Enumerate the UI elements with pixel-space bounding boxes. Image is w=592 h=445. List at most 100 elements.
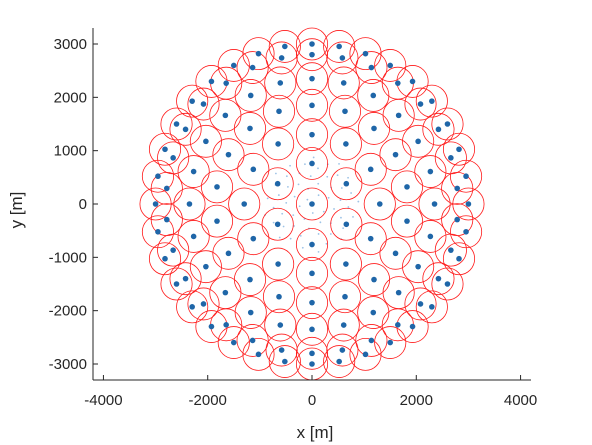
- coverage-circle: [295, 147, 329, 180]
- coverage-circle: [329, 247, 362, 281]
- faint-point: [299, 234, 302, 237]
- coverage-circle: [187, 287, 220, 321]
- data-point: [309, 75, 315, 82]
- data-point: [162, 255, 168, 262]
- faint-point: [312, 156, 315, 159]
- data-point: [395, 322, 401, 328]
- faint-point: [317, 233, 320, 235]
- faint-point: [287, 185, 289, 188]
- coverage-circle: [355, 51, 388, 84]
- coverage-circle: [354, 152, 387, 186]
- coverage-circle: [326, 41, 359, 75]
- coverage-circle: [264, 308, 297, 342]
- coverage-circle: [442, 132, 476, 166]
- data-point: [200, 301, 207, 307]
- data-point: [370, 309, 377, 316]
- data-point: [282, 43, 288, 50]
- coverage-circle: [450, 215, 483, 249]
- data-point: [155, 228, 161, 235]
- coverage-circle: [402, 250, 435, 284]
- faint-point: [342, 227, 345, 230]
- data-point: [189, 304, 195, 310]
- data-point: [404, 184, 410, 190]
- faint-point: [322, 210, 325, 213]
- coverage-circle: [177, 155, 210, 188]
- data-point: [163, 216, 170, 223]
- data-point: [409, 78, 416, 85]
- coverage-circle: [187, 87, 220, 121]
- coverage-circle: [330, 167, 363, 201]
- data-point: [368, 64, 375, 71]
- data-point: [190, 233, 197, 240]
- coverage-circle: [295, 38, 329, 72]
- data-point: [255, 351, 262, 358]
- data-point: [230, 339, 237, 346]
- data-point: [309, 102, 315, 109]
- data-point: [309, 131, 315, 138]
- coverage-circle: [422, 112, 455, 146]
- faint-point: [333, 208, 335, 210]
- data-point: [309, 160, 315, 167]
- faint-point: [340, 187, 343, 189]
- data-point: [309, 326, 315, 333]
- faint-point: [352, 216, 354, 218]
- coverage-circle: [148, 132, 182, 166]
- faint-point: [317, 194, 320, 197]
- coverage-circle: [295, 27, 329, 61]
- faint-point: [317, 182, 320, 185]
- data-point: [249, 337, 256, 344]
- faint-point: [272, 206, 275, 209]
- coverage-circle: [262, 94, 296, 128]
- data-point: [387, 62, 394, 69]
- coverage-circle: [242, 37, 275, 71]
- faint-point: [277, 194, 280, 196]
- data-point: [465, 201, 472, 207]
- coverage-circle: [374, 49, 407, 82]
- data-point: [371, 276, 377, 283]
- coverage-circle: [357, 79, 390, 112]
- coverage-circle: [328, 280, 362, 314]
- y-tick-label: -3000: [49, 356, 87, 373]
- coverage-circle: [148, 242, 182, 276]
- data-point: [274, 221, 281, 228]
- faint-point: [289, 237, 292, 240]
- data-point: [182, 126, 189, 133]
- data-point: [463, 228, 469, 235]
- coverage-circle: [236, 324, 269, 357]
- data-point: [247, 309, 254, 316]
- data-point: [370, 92, 377, 99]
- coverage-circle: [295, 336, 329, 370]
- data-point: [429, 304, 435, 310]
- data-point: [276, 293, 282, 300]
- y-tick-label: -2000: [49, 303, 87, 320]
- coverage-circle: [262, 127, 295, 161]
- data-point: [249, 64, 256, 71]
- coverage-circle: [414, 220, 447, 253]
- coverage-circle: [390, 204, 424, 238]
- data-point: [404, 218, 410, 224]
- coverage-circle: [139, 187, 172, 221]
- data-point: [415, 138, 421, 145]
- faint-point: [285, 202, 288, 204]
- x-tick-label: -4000: [84, 392, 122, 409]
- faint-point: [347, 176, 349, 179]
- coverage-circle: [176, 290, 209, 324]
- data-point: [342, 293, 348, 300]
- coverage-circle: [329, 127, 362, 161]
- coverage-circle: [450, 159, 483, 193]
- data-point: [309, 51, 315, 58]
- data-point: [367, 235, 374, 242]
- data-point: [203, 263, 209, 270]
- coverage-circle: [200, 170, 234, 204]
- data-point: [415, 263, 421, 270]
- coverage-circle: [160, 107, 193, 141]
- coverage-circle: [374, 326, 407, 359]
- coverage-circle: [141, 215, 174, 249]
- data-point: [250, 166, 257, 173]
- data-point: [275, 261, 281, 267]
- data-point: [277, 322, 284, 328]
- faint-point: [297, 183, 300, 186]
- coverage-circle: [176, 84, 209, 118]
- faint-point: [306, 198, 309, 201]
